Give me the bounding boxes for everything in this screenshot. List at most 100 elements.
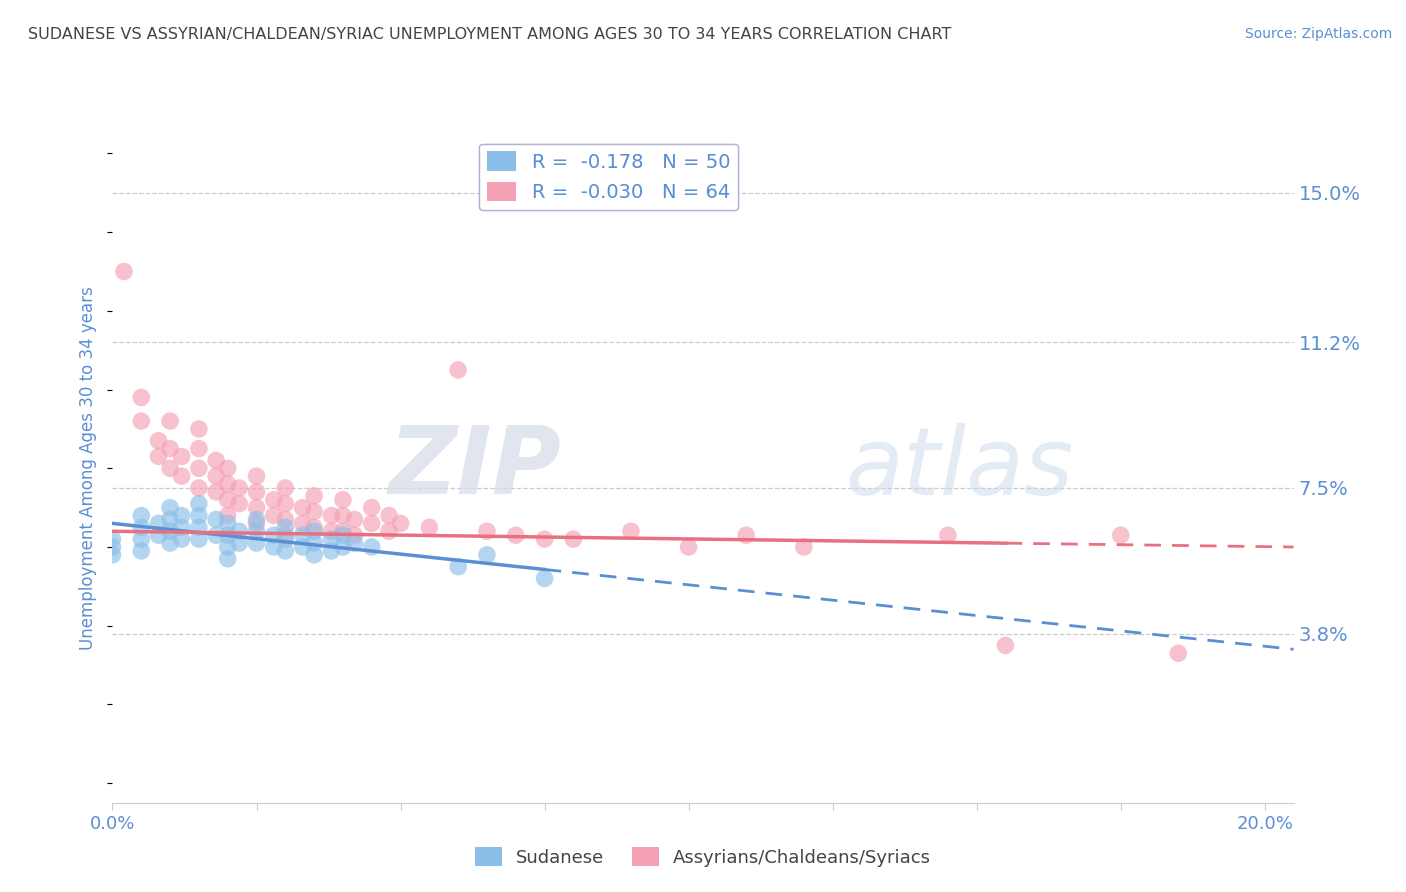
Point xyxy=(994,639,1017,653)
Point xyxy=(533,532,555,546)
Point xyxy=(187,481,209,495)
Point xyxy=(129,508,152,523)
Point xyxy=(205,528,228,542)
Point xyxy=(245,524,267,539)
Point xyxy=(291,540,314,554)
Point xyxy=(263,540,285,554)
Point xyxy=(302,520,325,534)
Point xyxy=(187,508,209,523)
Point xyxy=(274,532,297,546)
Point xyxy=(302,536,325,550)
Point xyxy=(187,422,209,436)
Point xyxy=(187,461,209,475)
Legend: Sudanese, Assyrians/Chaldeans/Syriacs: Sudanese, Assyrians/Chaldeans/Syriacs xyxy=(468,840,938,874)
Point xyxy=(274,497,297,511)
Point xyxy=(321,524,343,539)
Point xyxy=(228,481,250,495)
Point xyxy=(217,516,239,531)
Point xyxy=(291,528,314,542)
Point xyxy=(187,520,209,534)
Point xyxy=(129,414,152,428)
Legend: R =  -0.178   N = 50, R =  -0.030   N = 64: R = -0.178 N = 50, R = -0.030 N = 64 xyxy=(479,144,738,210)
Point xyxy=(1167,646,1189,660)
Point xyxy=(245,469,267,483)
Point xyxy=(148,450,170,464)
Point xyxy=(159,524,181,539)
Point xyxy=(332,524,354,539)
Point xyxy=(228,536,250,550)
Point xyxy=(101,532,124,546)
Point xyxy=(170,469,193,483)
Point xyxy=(321,532,343,546)
Point xyxy=(245,512,267,526)
Point xyxy=(343,512,366,526)
Point xyxy=(159,461,181,475)
Text: atlas: atlas xyxy=(845,423,1073,514)
Point xyxy=(217,508,239,523)
Point xyxy=(321,544,343,558)
Point xyxy=(245,536,267,550)
Point xyxy=(360,500,382,515)
Point xyxy=(475,524,498,539)
Point xyxy=(245,516,267,531)
Point xyxy=(228,497,250,511)
Point xyxy=(302,524,325,539)
Point xyxy=(245,484,267,499)
Point xyxy=(245,500,267,515)
Text: SUDANESE VS ASSYRIAN/CHALDEAN/SYRIAC UNEMPLOYMENT AMONG AGES 30 TO 34 YEARS CORR: SUDANESE VS ASSYRIAN/CHALDEAN/SYRIAC UNE… xyxy=(28,27,952,42)
Point xyxy=(187,532,209,546)
Point xyxy=(217,492,239,507)
Point xyxy=(148,528,170,542)
Point xyxy=(343,536,366,550)
Point xyxy=(505,528,527,542)
Point xyxy=(291,516,314,531)
Point xyxy=(170,508,193,523)
Point xyxy=(129,391,152,405)
Point xyxy=(1109,528,1132,542)
Point xyxy=(101,548,124,562)
Point xyxy=(170,520,193,534)
Point xyxy=(217,477,239,491)
Point xyxy=(129,520,152,534)
Point xyxy=(274,528,297,542)
Point xyxy=(101,540,124,554)
Point xyxy=(360,516,382,531)
Point xyxy=(170,532,193,546)
Point xyxy=(274,520,297,534)
Text: Source: ZipAtlas.com: Source: ZipAtlas.com xyxy=(1244,27,1392,41)
Point xyxy=(129,532,152,546)
Point xyxy=(217,551,239,566)
Point xyxy=(378,524,401,539)
Point xyxy=(447,363,470,377)
Point xyxy=(332,492,354,507)
Point xyxy=(418,520,440,534)
Point xyxy=(170,450,193,464)
Point xyxy=(274,544,297,558)
Point xyxy=(228,524,250,539)
Point xyxy=(217,528,239,542)
Point xyxy=(159,500,181,515)
Point xyxy=(447,559,470,574)
Point xyxy=(475,548,498,562)
Point xyxy=(302,489,325,503)
Point xyxy=(332,528,354,542)
Point xyxy=(129,544,152,558)
Point xyxy=(302,505,325,519)
Point xyxy=(302,548,325,562)
Point xyxy=(793,540,815,554)
Point xyxy=(187,497,209,511)
Point xyxy=(159,442,181,456)
Point xyxy=(205,469,228,483)
Point xyxy=(205,512,228,526)
Point xyxy=(936,528,959,542)
Point xyxy=(263,528,285,542)
Point xyxy=(321,508,343,523)
Point xyxy=(205,453,228,467)
Point xyxy=(620,524,643,539)
Text: ZIP: ZIP xyxy=(388,422,561,515)
Point xyxy=(378,508,401,523)
Point xyxy=(148,516,170,531)
Point xyxy=(332,540,354,554)
Point xyxy=(291,500,314,515)
Point xyxy=(159,536,181,550)
